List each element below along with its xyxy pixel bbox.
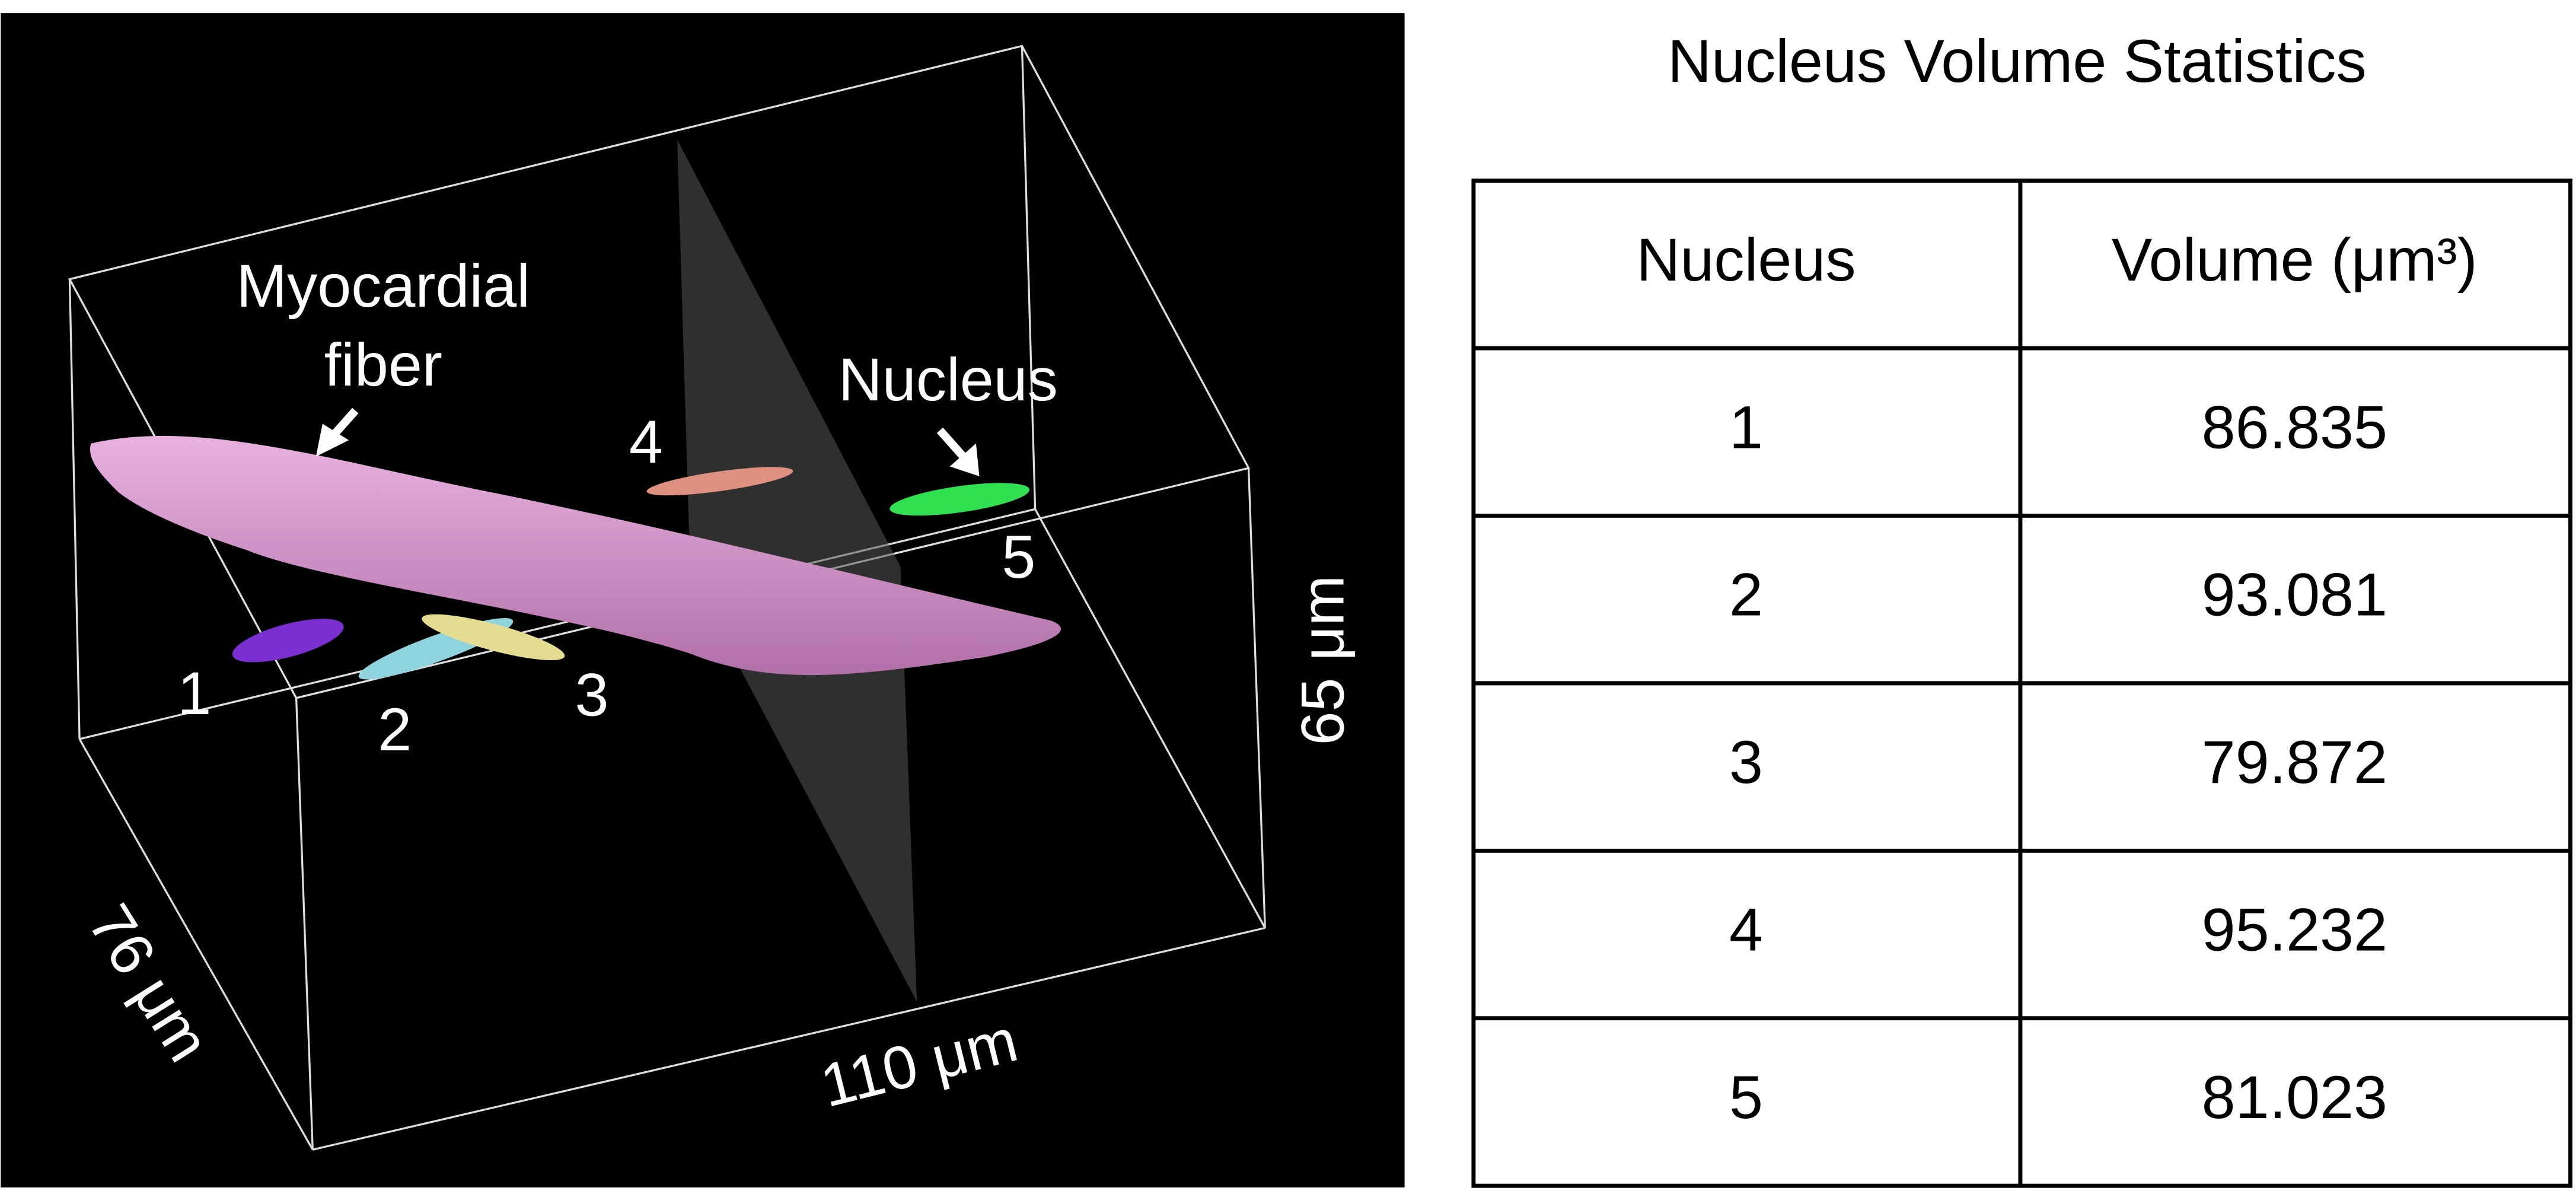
table: Nucleus Volume (μm³) 1 86.835 2 93.081 3 79.8…	[1471, 179, 2572, 1188]
nucleus-number: 2	[378, 695, 412, 763]
nucleus-1	[232, 619, 344, 663]
table-header: Volume (μm³)	[2112, 225, 2478, 294]
nucleus-number: 1	[177, 659, 211, 727]
nucleus-3	[422, 614, 565, 661]
table-cell: 95.232	[2202, 896, 2387, 964]
table-title: Nucleus Volume Statistics	[1668, 27, 2367, 95]
table-cell: 3	[1729, 728, 1763, 796]
table-cell: 81.023	[2202, 1063, 2387, 1131]
nucleus-5	[890, 483, 1030, 516]
table-cell: 5	[1729, 1063, 1763, 1131]
table-cell: 1	[1729, 393, 1763, 461]
table-cell: 4	[1729, 896, 1763, 964]
fiber-label: Myocardial	[237, 251, 530, 320]
nucleus-label: Nucleus	[839, 345, 1058, 413]
table-cell: 86.835	[2202, 393, 2387, 461]
table-header: Nucleus	[1636, 225, 1856, 294]
table-cell: 79.872	[2202, 728, 2387, 796]
nucleus-4	[646, 467, 793, 496]
table-cell: 2	[1729, 561, 1763, 629]
myocardial-fiber	[90, 435, 1061, 676]
table-cell: 93.081	[2202, 561, 2387, 629]
nucleus-number: 4	[629, 407, 663, 476]
dimension-label: 65 μm	[1289, 575, 1357, 746]
nucleus-number: 5	[1002, 523, 1035, 591]
nucleus-number: 3	[575, 661, 608, 729]
arrows	[315, 407, 980, 476]
fiber-label: fiber	[324, 330, 442, 399]
